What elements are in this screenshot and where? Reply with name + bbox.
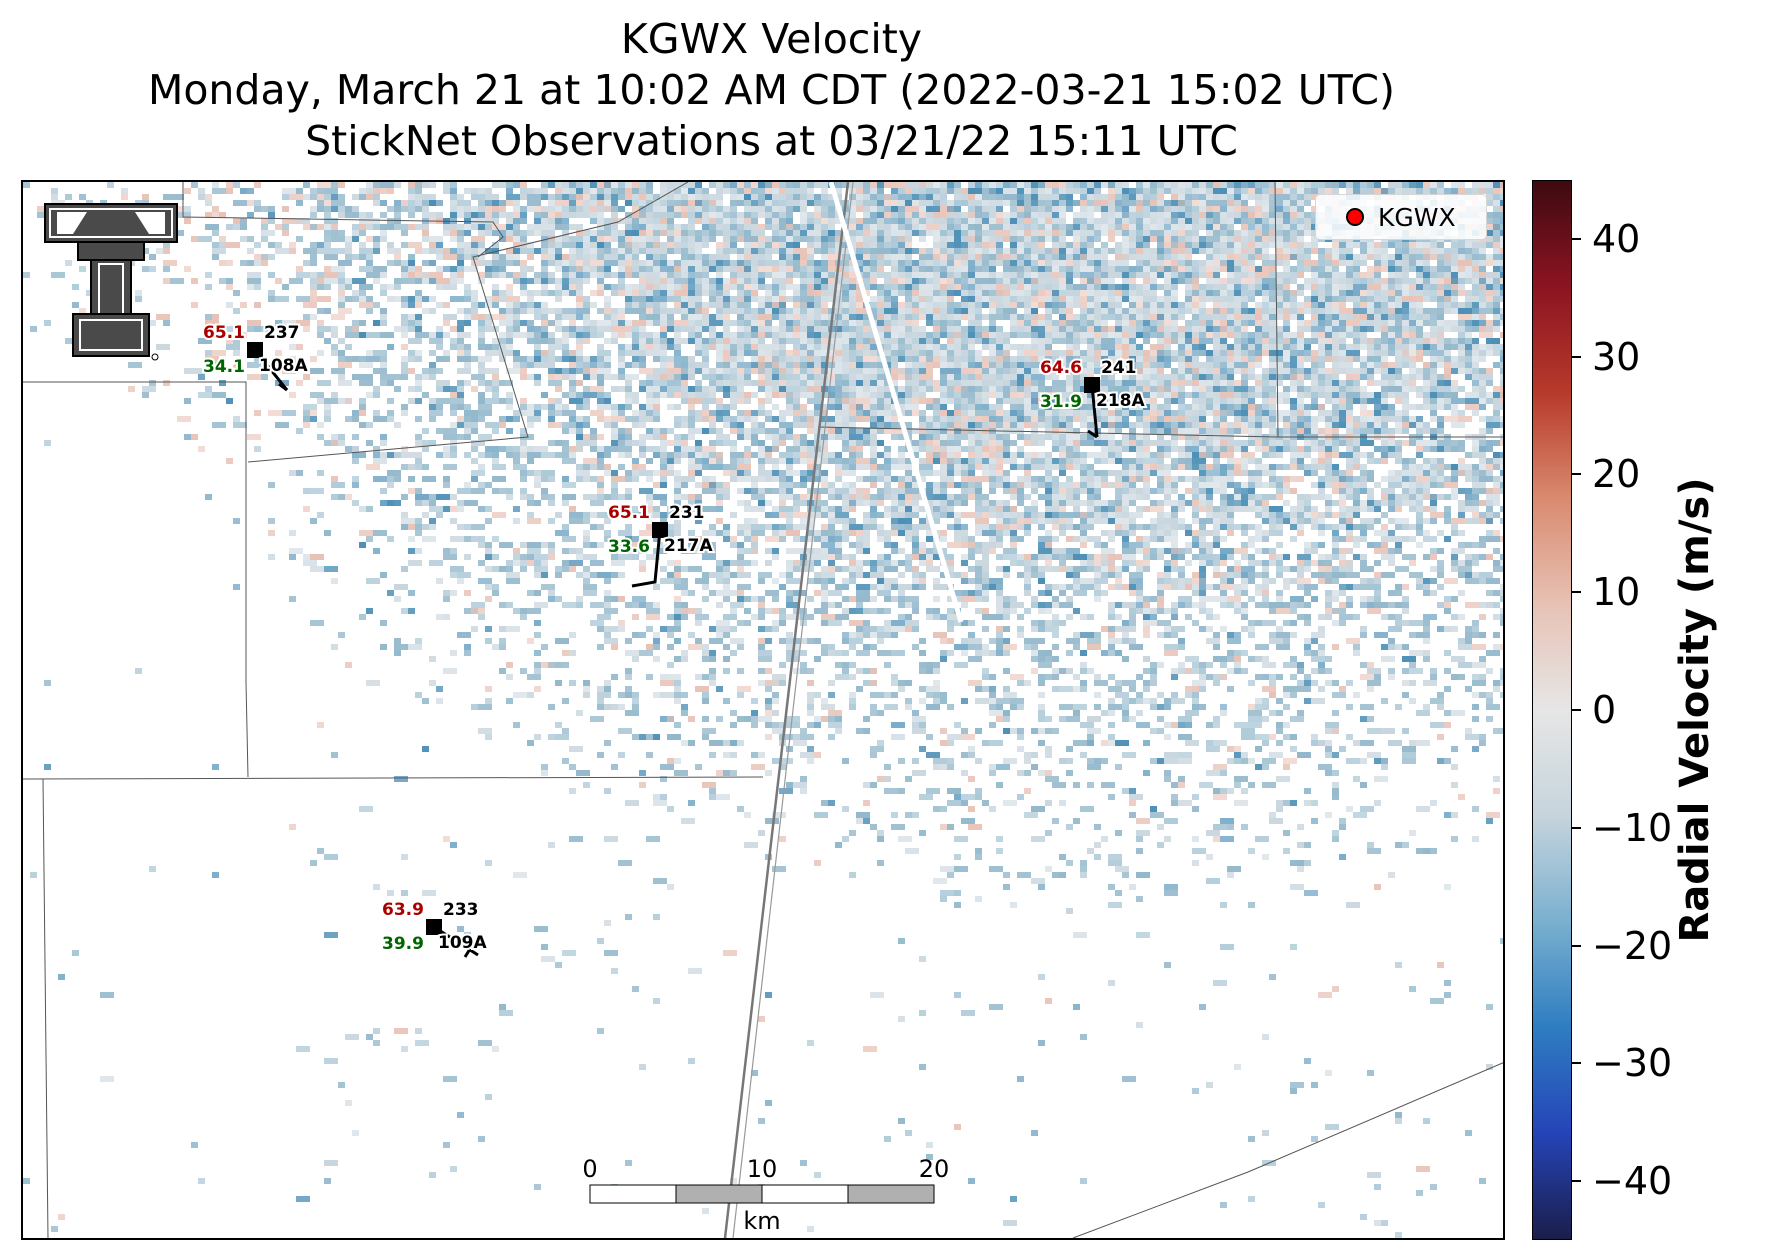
legend-label: KGWX xyxy=(1378,202,1456,232)
plot-title: KGWX Velocity Monday, March 21 at 10:02 … xyxy=(20,14,1523,167)
station-id: 217A xyxy=(664,536,713,556)
station-marker-icon xyxy=(426,919,442,935)
sticknet-stations: 65.1 237 34.1 108A 65.1 231 33.6 217A 64.6 241 31.… xyxy=(201,321,1147,958)
radar-site-marker-icon xyxy=(1346,208,1364,226)
colorbar-tick xyxy=(1572,591,1581,594)
station-marker-icon xyxy=(247,342,263,358)
radar-velocity-field: 65.1 237 34.1 108A 65.1 231 33.6 217A 64.6 241 31.… xyxy=(23,182,1503,1238)
station-temperature: 65.1 xyxy=(203,323,245,343)
station-temperature: 64.6 xyxy=(1040,358,1082,378)
county-line xyxy=(23,381,249,778)
station-dewpoint: 34.1 xyxy=(203,357,245,377)
station-wind-direction: 231 xyxy=(669,503,705,523)
colorbar-tick-label: −30 xyxy=(1592,1041,1673,1086)
scale-bar: 0 10 20 km xyxy=(582,1155,949,1235)
colorbar-tick xyxy=(1572,1062,1581,1065)
station-dewpoint: 33.6 xyxy=(608,537,650,557)
colorbar-tick-label: −10 xyxy=(1592,805,1673,850)
station-id: 108A xyxy=(259,356,308,376)
station-109A: 63.9 233 39.9 109A xyxy=(380,898,489,958)
station-dewpoint: 39.9 xyxy=(382,934,424,954)
county-line xyxy=(1072,1062,1503,1238)
wind-barb-flag xyxy=(463,948,472,958)
colorbar-tick xyxy=(1572,237,1581,240)
texas-tech-logo xyxy=(43,202,198,382)
station-temperature: 65.1 xyxy=(608,503,650,523)
scale-bar-tick-label: 20 xyxy=(919,1155,950,1183)
scale-bar-tick-label: 0 xyxy=(582,1155,597,1183)
double-t-icon xyxy=(44,203,178,361)
station-id: 109A xyxy=(438,933,487,953)
county-line xyxy=(182,182,504,258)
scale-bar-segment xyxy=(847,1184,935,1204)
colorbar-tick xyxy=(1572,944,1581,947)
scale-bar-segment xyxy=(675,1184,763,1204)
station-217A: 65.1 231 33.6 217A xyxy=(606,501,715,588)
station-wind-direction: 233 xyxy=(443,900,479,920)
colorbar-tick-label: 10 xyxy=(1592,570,1641,615)
colorbar-tick xyxy=(1572,473,1581,476)
beam-blockage-radial xyxy=(828,182,964,623)
station-marker-icon xyxy=(1084,377,1100,393)
radar-map[interactable]: 65.1 237 34.1 108A 65.1 231 33.6 217A 64.6 241 31.… xyxy=(21,180,1505,1240)
colorbar-tick xyxy=(1572,355,1581,358)
station-wind-direction: 241 xyxy=(1101,358,1137,378)
scale-bar-segment xyxy=(589,1184,677,1204)
scale-bar-tick-label: 10 xyxy=(747,1155,778,1183)
colorbar-title: Radial Velocity (m/s) xyxy=(1672,477,1718,943)
wind-barb-flag xyxy=(1087,429,1098,439)
highway-line xyxy=(723,182,850,1238)
title-line-3: StickNet Observations at 03/21/22 15:11 … xyxy=(305,117,1238,165)
wind-barb-icon xyxy=(1090,384,1099,438)
station-id: 218A xyxy=(1096,391,1145,411)
velocity-gates xyxy=(23,182,1503,1238)
wind-barb-flag xyxy=(278,382,288,392)
title-line-2: Monday, March 21 at 10:02 AM CDT (2022-0… xyxy=(147,66,1396,114)
colorbar-tick xyxy=(1572,1180,1581,1183)
map-legend: KGWX xyxy=(1315,194,1487,240)
wind-barb-icon xyxy=(631,529,662,588)
colorbar-tick-label: −40 xyxy=(1592,1159,1673,1204)
station-108A: 65.1 237 34.1 108A xyxy=(201,321,310,392)
colorbar-tick-label: 40 xyxy=(1592,216,1641,261)
county-line xyxy=(23,776,764,780)
highway-line xyxy=(732,182,854,1238)
title-line-1: KGWX Velocity xyxy=(620,15,923,63)
county-boundaries xyxy=(23,182,1503,1238)
county-line xyxy=(42,778,49,1238)
station-218A: 64.6 241 31.9 218A xyxy=(1038,356,1147,439)
scale-bar-segment xyxy=(761,1184,849,1204)
county-line xyxy=(1274,182,1279,438)
velocity-colorbar xyxy=(1532,180,1572,1240)
colorbar-tick xyxy=(1572,826,1581,829)
colorbar-tick xyxy=(1572,709,1581,711)
highway xyxy=(723,182,854,1238)
station-temperature: 63.9 xyxy=(382,900,424,920)
station-marker-icon xyxy=(652,522,668,538)
scale-bar-unit: km xyxy=(743,1207,780,1235)
colorbar-tick-label: 0 xyxy=(1592,688,1617,732)
colorbar-tick-label: 20 xyxy=(1592,452,1641,497)
colorbar-tick-label: 30 xyxy=(1592,334,1641,379)
station-dewpoint: 31.9 xyxy=(1040,392,1082,412)
colorbar-tick-label: −20 xyxy=(1592,923,1673,968)
station-wind-direction: 237 xyxy=(264,323,300,343)
county-line xyxy=(247,182,689,463)
